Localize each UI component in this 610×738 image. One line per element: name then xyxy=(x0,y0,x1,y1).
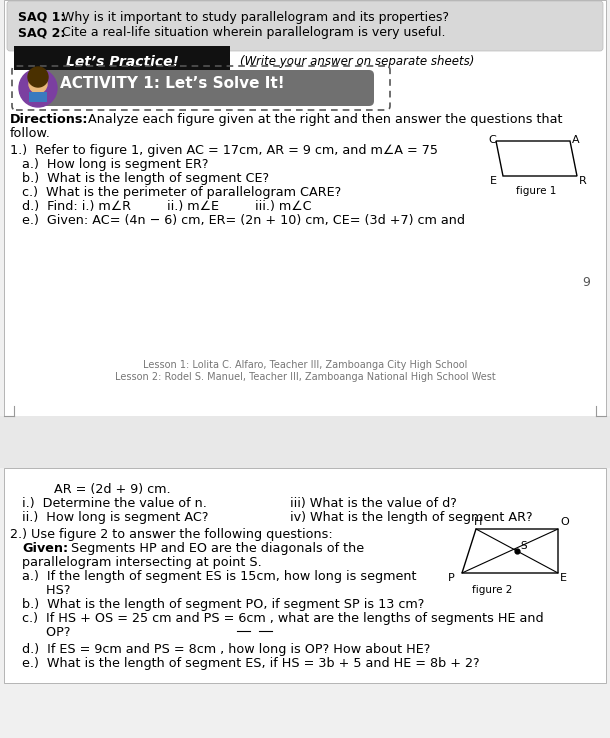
Circle shape xyxy=(19,69,57,107)
Text: S: S xyxy=(520,541,526,551)
Text: (Write your answer on separate sheets): (Write your answer on separate sheets) xyxy=(240,55,475,68)
Text: a.)  How long is segment ER?: a.) How long is segment ER? xyxy=(22,158,209,171)
Text: O: O xyxy=(560,517,569,527)
Text: Segments HP and EO are the diagonals of the: Segments HP and EO are the diagonals of … xyxy=(63,542,364,555)
Text: A: A xyxy=(572,135,580,145)
Text: figure 1: figure 1 xyxy=(516,186,556,196)
Text: iv) What is the length of segment AR?: iv) What is the length of segment AR? xyxy=(290,511,533,524)
Text: Given:: Given: xyxy=(22,542,68,555)
Text: 2.) Use figure 2 to answer the following questions:: 2.) Use figure 2 to answer the following… xyxy=(10,528,332,541)
Text: HS?: HS? xyxy=(22,584,71,597)
Circle shape xyxy=(29,75,47,93)
Text: e.)  What is the length of segment ES, if HS = 3b + 5 and HE = 8b + 2?: e.) What is the length of segment ES, if… xyxy=(22,657,479,670)
Text: SAQ 1:: SAQ 1: xyxy=(18,11,65,24)
Text: c.)  What is the perimeter of parallelogram CARE?: c.) What is the perimeter of parallelogr… xyxy=(22,186,341,199)
Text: E: E xyxy=(490,176,497,186)
Text: SAQ 2:: SAQ 2: xyxy=(18,26,65,39)
Text: Why is it important to study parallelogram and its properties?: Why is it important to study parallelogr… xyxy=(58,11,449,24)
Text: Analyze each figure given at the right and then answer the questions that: Analyze each figure given at the right a… xyxy=(80,113,562,126)
Circle shape xyxy=(28,67,48,87)
Text: iii) What is the value of d?: iii) What is the value of d? xyxy=(290,497,457,510)
Bar xyxy=(4,468,606,683)
Text: ACTIVITY 1: Let’s Solve It!: ACTIVITY 1: Let’s Solve It! xyxy=(60,76,285,91)
Bar xyxy=(0,416,610,468)
Text: e.)  Given: AC= (4n − 6) cm, ER= (2n + 10) cm, CE= (3d +7) cm and: e.) Given: AC= (4n − 6) cm, ER= (2n + 10… xyxy=(22,214,465,227)
FancyBboxPatch shape xyxy=(29,92,47,102)
Text: d.)  If ES = 9cm and PS = 8cm , how long is OP? How about HE?: d.) If ES = 9cm and PS = 8cm , how long … xyxy=(22,643,431,656)
Text: Cite a real-life situation wherein parallelogram is very useful.: Cite a real-life situation wherein paral… xyxy=(58,26,445,39)
Text: d.)  Find: i.) m∠R         ii.) m∠E         iii.) m∠C: d.) Find: i.) m∠R ii.) m∠E iii.) m∠C xyxy=(22,200,312,213)
Text: Lesson 2: Rodel S. Manuel, Teacher III, Zamboanga National High School West: Lesson 2: Rodel S. Manuel, Teacher III, … xyxy=(115,372,495,382)
Text: C: C xyxy=(488,135,496,145)
Text: i.)  Determine the value of n.: i.) Determine the value of n. xyxy=(22,497,207,510)
Text: c.)  If HS + OS = 25 cm and PS = 6cm , what are the lengths of segments HE and: c.) If HS + OS = 25 cm and PS = 6cm , wh… xyxy=(22,612,544,625)
Text: R: R xyxy=(579,176,587,186)
FancyBboxPatch shape xyxy=(7,1,603,51)
Text: b.)  What is the length of segment PO, if segment SP is 13 cm?: b.) What is the length of segment PO, if… xyxy=(22,598,425,611)
Text: parallelogram intersecting at point S.: parallelogram intersecting at point S. xyxy=(22,556,262,569)
Text: ii.)  How long is segment AC?: ii.) How long is segment AC? xyxy=(22,511,209,524)
Text: a.)  If the length of segment ES is 15cm, how long is segment: a.) If the length of segment ES is 15cm,… xyxy=(22,570,417,583)
Text: P: P xyxy=(448,573,454,583)
Bar xyxy=(4,0,606,416)
Text: figure 2: figure 2 xyxy=(472,585,512,595)
FancyBboxPatch shape xyxy=(39,70,374,106)
Text: b.)  What is the length of segment CE?: b.) What is the length of segment CE? xyxy=(22,172,269,185)
Text: OP?: OP? xyxy=(22,626,71,639)
Bar xyxy=(14,46,230,70)
Text: H: H xyxy=(474,517,483,527)
Text: Let’s Practice!: Let’s Practice! xyxy=(65,55,179,69)
Text: AR = (2d + 9) cm.: AR = (2d + 9) cm. xyxy=(22,483,171,496)
Text: follow.: follow. xyxy=(10,127,51,140)
Text: E: E xyxy=(560,573,567,583)
Text: 1.)  Refer to figure 1, given AC = 17cm, AR = 9 cm, and m∠A = 75: 1.) Refer to figure 1, given AC = 17cm, … xyxy=(10,144,438,157)
Text: Directions:: Directions: xyxy=(10,113,88,126)
Text: Lesson 1: Lolita C. Alfaro, Teacher III, Zamboanga City High School: Lesson 1: Lolita C. Alfaro, Teacher III,… xyxy=(143,360,467,370)
Text: 9: 9 xyxy=(582,276,590,289)
